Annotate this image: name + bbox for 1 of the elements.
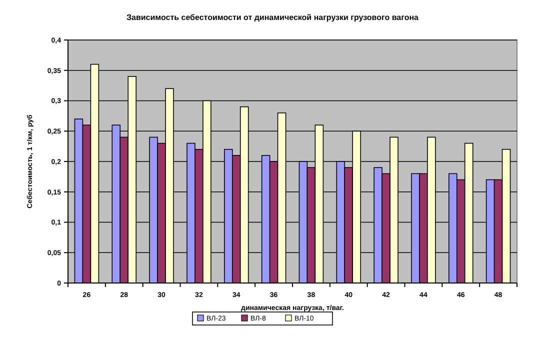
chart-title: Зависимость себестоимости от динамической нагрузки грузового вагона [126, 13, 420, 22]
